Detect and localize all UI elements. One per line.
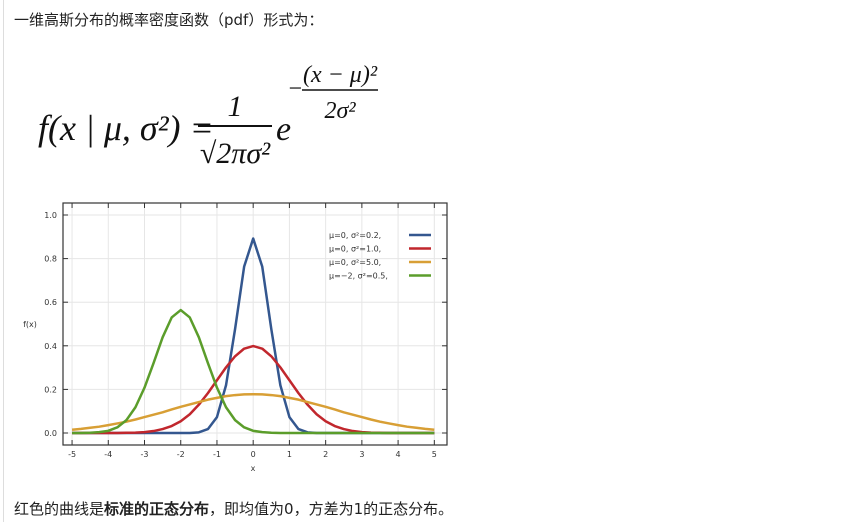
x-tick-label: -4	[104, 450, 112, 459]
exponent-sign: −	[287, 76, 303, 102]
x-tick-label: 3	[359, 450, 364, 459]
conclusion-text: 红色的曲线是标准的正态分布，即均值为0，方差为1的正态分布。	[14, 500, 453, 518]
conclusion-part: 红色的曲线是	[14, 500, 104, 518]
x-tick-label: 2	[323, 450, 328, 459]
y-tick-label: 0.8	[44, 255, 57, 264]
y-tick-label: 1.0	[44, 211, 57, 220]
conclusion-part: ，即均值为0，方差为1的正态分布。	[209, 500, 453, 518]
plot-frame	[62, 202, 448, 446]
conclusion-emphasis: 标准的正态分布	[103, 500, 209, 518]
x-tick-label: -1	[213, 450, 221, 459]
legend-label: μ=0, σ²=1.0,	[329, 245, 381, 254]
exponent-denominator: 2σ²	[324, 98, 356, 124]
y-tick-label: 0.0	[44, 429, 57, 438]
x-axis-label: x	[251, 464, 256, 473]
legend-label: μ=0, σ²=0.2,	[329, 231, 381, 240]
legend-label: μ=0, σ²=5.0,	[329, 258, 381, 267]
formula-lhs: f(x | μ, σ²) =	[38, 108, 214, 148]
x-tick-label: 1	[287, 450, 292, 459]
y-tick-label: 0.6	[44, 298, 57, 307]
y-tick-label: 0.4	[44, 342, 57, 351]
chart: 0.0 0.2 0.4 0.6 0.8 1.0 -5 -4 -3 -2 -1 0 1 2 3 4 5 x f(x) μ…	[23, 202, 448, 473]
formula-denominator: √2πσ²	[200, 137, 271, 170]
line-series	[72, 308, 435, 435]
x-tick-label: -2	[177, 450, 185, 459]
formula-numerator: 1	[228, 90, 243, 123]
formula-base: e	[276, 111, 291, 148]
y-tick-label: 0.2	[44, 385, 57, 394]
legend-label: μ=−2, σ²=0.5,	[329, 272, 388, 281]
x-tick-label: 0	[251, 450, 256, 459]
x-tick-label: -3	[141, 450, 149, 459]
x-tick-label: 4	[396, 450, 401, 459]
x-tick-label: 5	[432, 450, 437, 459]
line-series	[71, 392, 435, 431]
intro-text: 一维高斯分布的概率密度函数（pdf）形式为：	[14, 11, 323, 29]
y-axis-label: f(x)	[23, 320, 37, 329]
x-tick-label: -5	[68, 450, 76, 459]
plot-area	[63, 203, 447, 445]
exponent-numerator: (x − μ)²	[303, 62, 378, 88]
